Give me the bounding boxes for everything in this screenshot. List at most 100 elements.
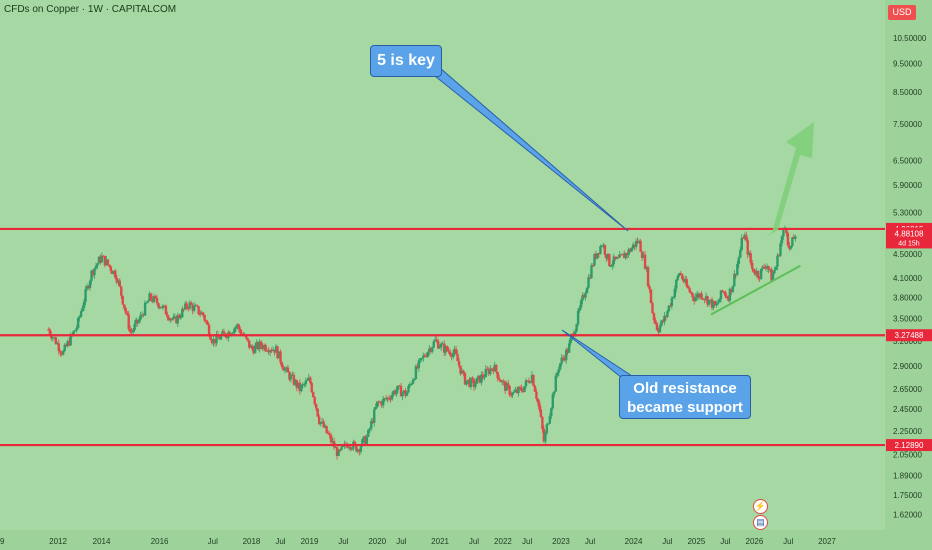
currency-button[interactable]: USD: [888, 5, 916, 20]
candle-body: [334, 446, 337, 448]
y-tick-label: 5.30000: [893, 208, 922, 217]
candle-body: [742, 237, 745, 239]
candle-body: [609, 265, 613, 267]
candle-body: [606, 253, 610, 259]
y-axis-ticks: 10.50000 9.50000 8.50000 7.50000 6.50000 5.90…: [893, 34, 927, 520]
candle-body: [191, 304, 194, 311]
candle-body: [364, 436, 367, 444]
candle-body: [48, 329, 52, 335]
candle-body: [289, 375, 293, 380]
candle-body: [472, 379, 476, 387]
candle-body: [239, 328, 242, 334]
candle-body: [160, 307, 163, 309]
candle-body: [483, 376, 486, 378]
x-tick-label: Jul: [522, 537, 532, 546]
candle-body: [713, 301, 717, 306]
candle-body: [767, 266, 770, 270]
candle-body: [759, 268, 763, 279]
candle-body: [416, 366, 419, 369]
candle-body: [60, 352, 63, 355]
candle-body: [431, 347, 434, 352]
candle-body: [740, 237, 743, 250]
candle-body: [670, 298, 674, 307]
candle-body: [207, 324, 211, 336]
candle-body: [640, 251, 644, 258]
candle-body: [105, 259, 108, 266]
candle-body: [503, 382, 507, 391]
candle-body: [405, 392, 409, 396]
candle-body: [667, 305, 671, 312]
candle-body: [675, 279, 678, 289]
candle-body: [51, 337, 55, 339]
candle-body: [518, 386, 522, 388]
candle-body: [591, 265, 595, 267]
candle-body: [462, 370, 465, 373]
x-tick-label: 2026: [746, 537, 764, 546]
candle-body: [393, 390, 397, 395]
candle-body: [195, 305, 199, 307]
candle-body: [240, 333, 244, 335]
candle-body: [612, 256, 616, 265]
candle-body: [645, 267, 648, 269]
candle-body: [454, 348, 458, 355]
candle-body: [176, 314, 180, 324]
candle-body: [347, 446, 351, 448]
candle-body: [255, 342, 258, 346]
candle-body: [551, 394, 554, 409]
x-tick-label: 2016: [151, 537, 169, 546]
candle-body: [304, 380, 307, 385]
candle-body: [466, 379, 470, 381]
candle-body: [148, 293, 151, 301]
candle-body: [315, 403, 318, 409]
candle-body: [373, 409, 376, 423]
candle-body: [218, 337, 221, 340]
candle-body: [707, 300, 711, 305]
candle-body: [762, 266, 766, 268]
candle-body: [657, 329, 660, 333]
candle-body: [248, 340, 251, 348]
candle-body: [337, 449, 340, 456]
chart-title: CFDs on Copper · 1W · CAPITALCOM: [4, 4, 177, 15]
candle-body: [90, 270, 93, 281]
candle-body: [118, 280, 121, 287]
candle-body: [438, 347, 441, 349]
candle-body: [192, 305, 196, 311]
candle-body: [603, 245, 607, 255]
candle-body: [187, 307, 190, 309]
candle-body: [684, 279, 687, 282]
candle-body: [539, 409, 543, 417]
candle-body: [660, 320, 663, 326]
candle-body: [743, 234, 746, 239]
candle-body: [228, 332, 232, 336]
candle-body: [376, 401, 379, 408]
candle-body: [652, 313, 656, 321]
y-tick-label: 2.90000: [893, 362, 922, 371]
candle-body: [325, 425, 328, 433]
candle-body: [562, 357, 565, 359]
candle-body: [490, 368, 493, 370]
candle-body: [151, 299, 154, 302]
resistance-levels: [0, 227, 885, 447]
candle-body: [170, 318, 174, 320]
candle-body: [356, 449, 360, 452]
candle-body: [764, 267, 767, 269]
candle-body: [499, 379, 502, 383]
candle-body: [194, 305, 197, 307]
candle-body: [439, 343, 443, 348]
candle-body: [79, 311, 83, 317]
candle-body: [387, 397, 391, 399]
candle-body: [643, 254, 647, 269]
candle-body: [249, 345, 252, 348]
candle-body: [480, 374, 483, 383]
us-flag-icon[interactable]: ▤: [753, 515, 768, 530]
x-tick-label: Jul: [469, 537, 479, 546]
candle-body: [792, 237, 796, 239]
candle-body: [316, 408, 319, 417]
candle-body: [258, 341, 261, 350]
candle-body: [291, 374, 294, 376]
lightning-icon[interactable]: ⚡: [753, 499, 768, 514]
candle-body: [501, 381, 504, 383]
candle-body: [423, 355, 427, 357]
candle-body: [669, 305, 672, 307]
